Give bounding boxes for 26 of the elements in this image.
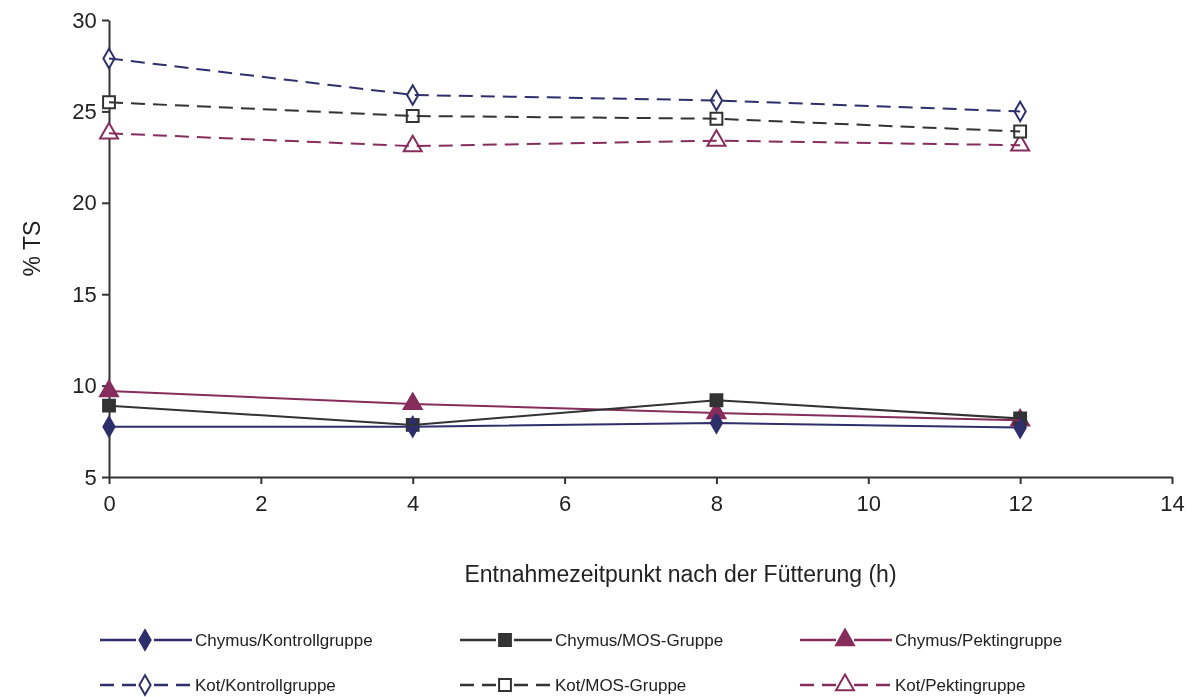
- legend-label: Kot/Kontrollgruppe: [195, 676, 336, 695]
- x-tick-label: 4: [407, 491, 420, 517]
- x-tick-label: 10: [856, 491, 882, 517]
- legend-label: Chymus/Kontrollgruppe: [195, 631, 373, 650]
- x-tick-label: 8: [710, 491, 724, 517]
- y-tick-label: 20: [72, 190, 97, 216]
- legend-label: Chymus/MOS-Gruppe: [555, 631, 724, 650]
- point: [102, 398, 116, 413]
- y-axis-title: % TS: [19, 220, 45, 277]
- legend-label: Kot/Pektingruppe: [895, 676, 1026, 695]
- x-axis-title: Entnahmezeitpunkt nach der Fütterung (h): [464, 561, 897, 587]
- x-tick-label: 14: [1160, 491, 1185, 517]
- x-tick-label: 2: [255, 491, 268, 517]
- y-tick-label: 15: [72, 281, 97, 307]
- point: [405, 109, 420, 123]
- point: [709, 111, 724, 126]
- y-tick-label: 30: [72, 7, 97, 33]
- x-tick-label: 0: [103, 491, 116, 517]
- legend-label: Chymus/Pektingruppe: [895, 631, 1063, 650]
- x-tick-label: 6: [558, 491, 572, 517]
- point: [102, 95, 116, 110]
- x-tick-label: 12: [1008, 491, 1033, 517]
- y-tick-label: 25: [72, 98, 97, 124]
- y-tick-label: 5: [84, 464, 97, 490]
- y-tick-label: 10: [72, 373, 97, 399]
- legend-label: Kot/MOS-Gruppe: [555, 676, 687, 695]
